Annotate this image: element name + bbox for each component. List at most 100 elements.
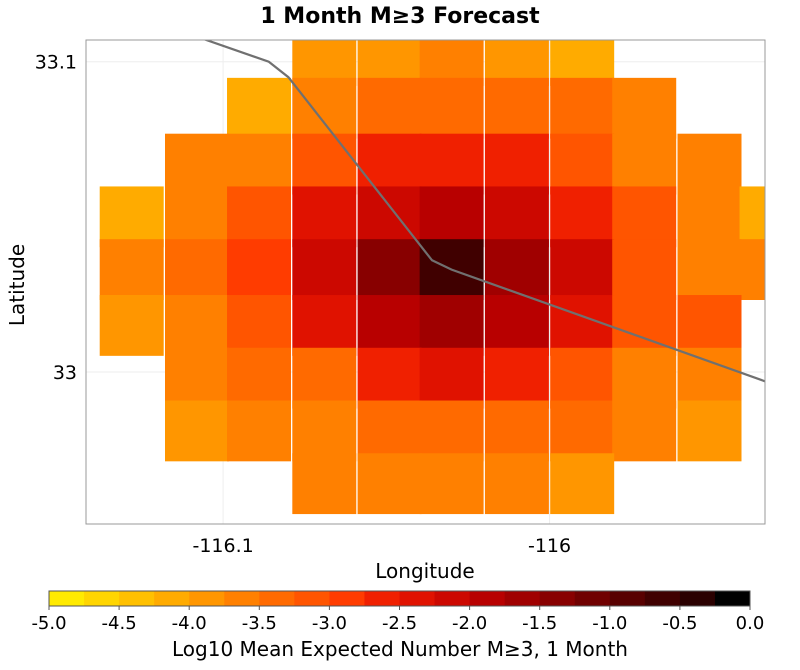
heatmap-cell — [227, 295, 292, 356]
colorbar-tick-label: -4.0 — [172, 613, 207, 634]
colorbar-tick-label: -4.5 — [102, 613, 137, 634]
heatmap-cell — [357, 186, 422, 248]
colorbar-tick-label: -1.0 — [592, 613, 627, 634]
heatmap-cell — [357, 133, 422, 195]
heatmap-cell — [612, 239, 677, 300]
heatmap-cell — [292, 186, 357, 248]
heatmap-cell — [550, 453, 615, 515]
heatmap-cell — [484, 347, 549, 409]
heatmap-cell — [484, 295, 549, 356]
heatmap-cell — [612, 133, 677, 195]
colorbar-swatch — [504, 591, 541, 606]
heatmap-cell — [677, 400, 742, 462]
colorbar-swatch — [294, 591, 330, 606]
heatmap-cell — [484, 186, 549, 248]
colorbar-tick-label: -2.5 — [382, 613, 417, 634]
colorbar-swatch — [609, 591, 646, 606]
heatmap-cell — [357, 239, 422, 300]
heatmap-cell — [227, 186, 292, 248]
heatmap-cell — [227, 239, 292, 300]
heatmap-cell — [550, 77, 615, 139]
heatmap-cell — [612, 400, 677, 462]
heatmap-cell — [419, 186, 484, 248]
colorbar-swatch — [49, 591, 85, 606]
x-tick-label: -116.1 — [192, 535, 253, 557]
heatmap-cell — [357, 347, 422, 409]
heatmap-cell — [292, 347, 357, 409]
heatmap-cell — [612, 186, 677, 248]
x-tick-label: -116 — [528, 535, 571, 557]
colorbar-tick-label: -2.0 — [452, 613, 487, 634]
colorbar-swatch — [259, 591, 295, 606]
heatmap-cell — [164, 239, 229, 300]
colorbar-swatch — [399, 591, 436, 606]
heatmap-cell — [550, 295, 615, 356]
heatmap-cell — [99, 295, 164, 356]
heatmap-cell — [484, 77, 549, 139]
colorbar-tick-label: -3.0 — [312, 613, 347, 634]
heatmap-cell — [484, 133, 549, 195]
heatmap-cell — [677, 295, 742, 356]
chart-title: 1 Month M≥3 Forecast — [260, 4, 540, 29]
heatmap-cell — [419, 77, 484, 139]
heatmap-cell — [739, 239, 765, 300]
heatmap-cell — [677, 239, 742, 300]
colorbar-label: Log10 Mean Expected Number M≥3, 1 Month — [172, 637, 628, 661]
colorbar-swatch — [714, 591, 751, 606]
heatmap-cell — [612, 77, 677, 139]
colorbar-tick-label: 0.0 — [736, 613, 765, 634]
fault-line — [203, 40, 765, 383]
heatmap-cell — [357, 453, 422, 515]
colorbar-swatch — [154, 591, 190, 606]
colorbar-swatch — [329, 591, 365, 606]
heatmap-cell — [419, 453, 484, 515]
fault-trace — [203, 40, 765, 383]
heatmap-cell — [164, 133, 229, 195]
colorbar-ticks: -5.0 -4.5 -4.0 -3.5 -3.0 -2.5 -2.0 -1.5 -1.0 -0.5… — [31, 606, 764, 634]
colorbar-swatch — [189, 591, 225, 606]
heatmap-cell — [99, 239, 164, 300]
heatmap-cell — [419, 133, 484, 195]
x-axis-ticks: -116.1 -116 — [192, 535, 571, 557]
heatmap-cell — [357, 295, 422, 356]
heatmap-cell — [227, 400, 292, 462]
heatmap-cell — [164, 400, 229, 462]
heatmap-cell — [484, 239, 549, 300]
heatmap-cell — [677, 186, 742, 248]
colorbar-swatch — [679, 591, 716, 606]
heatmap-cell — [739, 186, 765, 248]
colorbar-swatch — [539, 591, 576, 606]
colorbar-tick-label: -3.5 — [242, 613, 277, 634]
heatmap-cell — [419, 400, 484, 462]
heatmap-cell — [227, 77, 292, 139]
colorbar-swatch — [469, 591, 506, 606]
heatmap-cell — [612, 347, 677, 409]
colorbar-swatch — [434, 591, 471, 606]
colorbar-swatch — [119, 591, 155, 606]
heatmap-cell — [164, 347, 229, 409]
colorbar-swatch — [84, 591, 120, 606]
heatmap-cell — [484, 453, 549, 515]
y-tick-label: 33 — [53, 362, 77, 384]
heatmap-cell — [550, 347, 615, 409]
heatmap-cell — [550, 239, 615, 300]
heatmap-cell — [292, 77, 357, 139]
heatmap-cell — [550, 133, 615, 195]
heatmap-cell — [677, 133, 742, 195]
heatmap-cell — [357, 400, 422, 462]
colorbar-tick-label: -0.5 — [662, 613, 697, 634]
colorbar-tick-label: -5.0 — [31, 613, 66, 634]
heatmap-cell — [164, 186, 229, 248]
colorbar-swatch — [574, 591, 611, 606]
y-axis-ticks: 33 33.1 — [35, 52, 77, 384]
heatmap-cell — [292, 400, 357, 462]
colorbar-swatch — [224, 591, 260, 606]
y-axis-label: Latitude — [5, 244, 29, 326]
heatmap-cell — [292, 295, 357, 356]
heatmap-cell — [357, 77, 422, 139]
heatmap-cell — [164, 295, 229, 356]
heatmap-cell — [550, 186, 615, 248]
heatmap-cell — [292, 453, 357, 515]
colorbar-swatch — [644, 591, 681, 606]
